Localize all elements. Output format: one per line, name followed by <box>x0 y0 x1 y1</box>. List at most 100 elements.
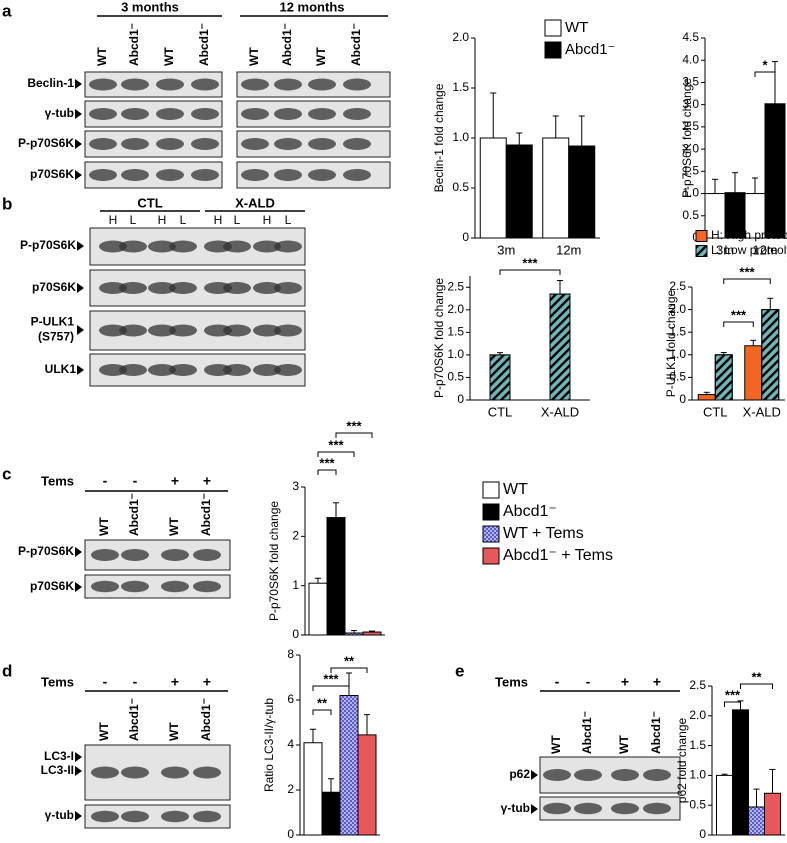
label-arrow <box>531 804 538 814</box>
panel-label: b <box>2 194 12 213</box>
treatment-sign: - <box>133 473 138 489</box>
error-bar <box>346 672 352 696</box>
error-bar <box>578 115 585 146</box>
blot-band <box>193 580 221 593</box>
blot-band <box>191 138 219 150</box>
y-axis-label: P-p70S6K fold change <box>267 501 281 621</box>
bar-pattern <box>344 632 364 636</box>
significance-bracket <box>723 278 771 284</box>
label-arrow <box>75 79 82 89</box>
blot-band <box>89 78 117 91</box>
y-tick-label: 3.0 <box>682 97 699 111</box>
treatment-sign: - <box>586 674 591 690</box>
lane-label: WT <box>617 735 631 754</box>
y-axis-label: P-p70S6K fold change <box>432 278 446 398</box>
label-arrow <box>77 325 84 335</box>
blot-band <box>169 282 197 294</box>
blot-band <box>643 769 671 781</box>
lane-label: WT <box>549 735 563 754</box>
error-bar <box>712 178 718 194</box>
legend-swatch <box>544 19 562 37</box>
blot-band <box>191 169 219 181</box>
significance-label: *** <box>739 264 755 279</box>
treatment-sign: - <box>133 674 138 690</box>
y-tick-label: 0 <box>462 230 469 244</box>
lane-label: WT <box>247 47 261 66</box>
blot-band <box>161 766 189 779</box>
error-bar <box>364 714 370 735</box>
legend-label: WT <box>565 19 588 36</box>
bar-pattern <box>748 806 765 836</box>
blot-band <box>253 282 281 294</box>
blot-strip <box>539 796 681 821</box>
treatment-sign: + <box>653 674 661 690</box>
blot-band <box>193 549 221 561</box>
label-arrow <box>75 766 82 776</box>
y-tick-label: 2.0 <box>669 302 686 316</box>
label-arrow <box>77 241 84 251</box>
y-tick-label: 6 <box>287 692 294 706</box>
y-axis-label: P-ULK1 fold change <box>664 289 678 397</box>
blot-band <box>121 580 149 593</box>
blot-band <box>611 769 639 781</box>
row-label: p62 <box>509 767 530 781</box>
x-tick-label: 12m <box>556 242 581 257</box>
blot-band <box>121 138 149 150</box>
significance-label: ** <box>344 653 355 668</box>
lane-label: L <box>130 213 137 227</box>
lane-label: H <box>214 213 223 227</box>
bar <box>542 137 570 239</box>
row-label: γ-tub <box>501 801 530 815</box>
blot-band <box>308 108 336 120</box>
y-tick-label: 1.5 <box>669 324 686 338</box>
blot-band <box>241 169 269 181</box>
legend-swatch <box>482 547 500 565</box>
label-arrow <box>75 752 82 762</box>
significance-bracket <box>499 269 561 275</box>
blot-band <box>169 324 197 337</box>
x-tick-label: 3m <box>716 242 734 257</box>
bar-pattern <box>549 293 571 401</box>
significance-bracket <box>335 432 373 438</box>
y-tick-label: 1.5 <box>682 164 699 178</box>
error-bar <box>315 577 321 584</box>
y-tick-label: 2.0 <box>452 30 469 44</box>
y-tick-label: 3.5 <box>682 75 699 89</box>
row-label: LC3-II <box>41 763 74 777</box>
x-tick-label: X-ALD <box>743 404 781 419</box>
blot-band <box>241 108 269 120</box>
lane-label: Abcd1⁻ <box>199 698 213 741</box>
row-label: P-p70S6K <box>18 544 74 558</box>
y-tick-label: 0.5 <box>689 797 706 811</box>
significance-bracket <box>740 683 773 689</box>
blot-band <box>308 169 336 181</box>
y-tick-label: 2.5 <box>669 279 686 293</box>
blot-band <box>99 282 127 294</box>
significance-bracket <box>312 685 350 691</box>
error-bar <box>490 92 497 138</box>
row-label: LC3-I <box>44 749 74 763</box>
lane-label: Abcd1⁻ <box>349 23 363 66</box>
row-label: Beclin-1 <box>27 76 74 90</box>
y-tick-label: 0.5 <box>452 180 469 194</box>
y-tick-label: 0.5 <box>682 208 699 222</box>
y-tick-label: 2.5 <box>689 678 706 692</box>
lane-label: Abcd1⁻ <box>280 23 294 66</box>
error-bar <box>772 61 778 104</box>
error-bar <box>752 177 758 194</box>
bar <box>326 517 346 636</box>
y-tick-label: 2.0 <box>689 708 706 722</box>
lane-label: Abcd1⁻ <box>580 711 594 754</box>
label-arrow <box>75 170 82 180</box>
group-header: 3 months <box>121 0 179 14</box>
blot-band <box>99 364 127 376</box>
treatment-label: Tems <box>41 473 74 488</box>
significance-bracket <box>330 667 368 673</box>
bar-pattern <box>714 354 733 401</box>
blot-band <box>169 240 197 253</box>
error-bar <box>333 502 339 518</box>
bar <box>308 582 328 636</box>
error-bar <box>703 391 710 395</box>
legend-swatch-pattern <box>482 525 500 543</box>
y-tick-label: 1.5 <box>447 325 464 339</box>
